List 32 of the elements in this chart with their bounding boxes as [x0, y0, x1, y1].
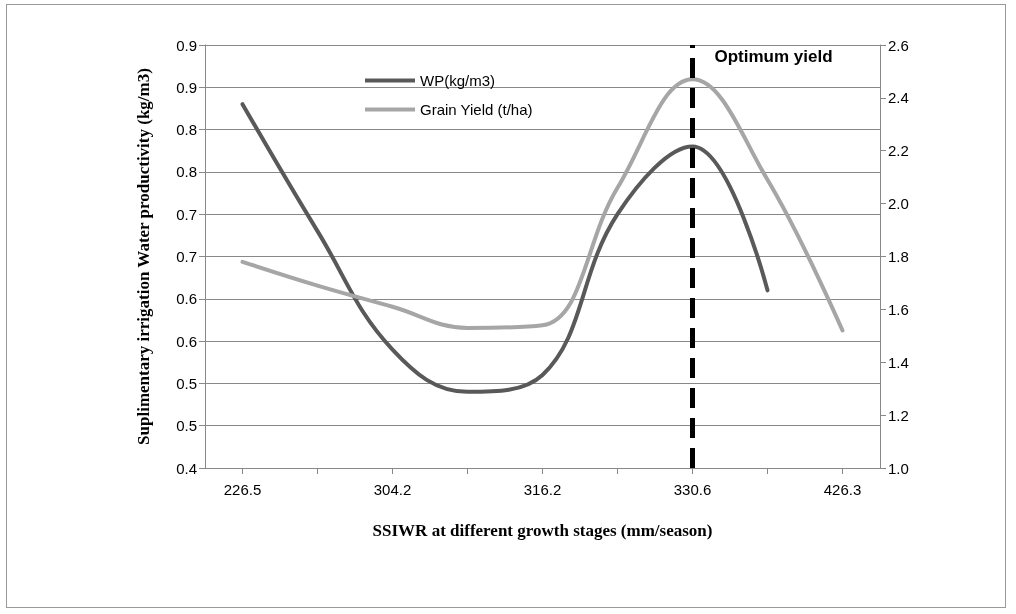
- y2-tick-label: 2.4: [888, 89, 909, 107]
- x-tick-label: 316.2: [523, 481, 562, 498]
- y-tick-label: 0.9: [176, 36, 197, 54]
- y-tick-label: 0.7: [176, 205, 197, 223]
- y2-tick-label: 1.0: [888, 459, 909, 477]
- y2-tick-label: 2.6: [888, 36, 909, 54]
- x-axis-title: SSIWR at different growth stages (mm/season): [372, 521, 713, 540]
- y-tick-label: 0.7: [176, 248, 197, 265]
- x-tick-label: 330.6: [673, 481, 712, 498]
- y-tick-label: 0.6: [176, 332, 197, 350]
- x-tick-label: 304.2: [373, 481, 412, 498]
- ref-line-label: Optimum yield: [714, 47, 833, 66]
- y-tick-label: 0.5: [176, 417, 197, 435]
- x-tick-label: 426.3: [823, 481, 862, 498]
- y-tick-label: 0.8: [176, 121, 197, 139]
- line-series: [240, 77, 845, 333]
- y-tick-label: 0.4: [176, 459, 197, 477]
- y2-tick-label: 1.4: [888, 353, 909, 371]
- line-series: [240, 102, 770, 394]
- y-tick-label: 0.6: [176, 290, 197, 308]
- y-axis-title: Suplimentary irrigation Water productivity (kg/m3): [133, 68, 153, 445]
- y2-tick-label: 1.6: [888, 300, 909, 318]
- x-tick-label: 226.5: [223, 481, 262, 498]
- y2-tick-label: 2.2: [888, 142, 909, 160]
- y2-tick-label: 1.8: [888, 248, 909, 265]
- y-tick-label: 0.5: [176, 374, 197, 392]
- y2-tick-label: 2.0: [888, 195, 909, 213]
- legend-label: Grain Yield (t/ha): [420, 101, 533, 118]
- legend-label: WP(kg/m3): [420, 72, 495, 89]
- y-tick-label: 0.9: [176, 78, 197, 96]
- y-tick-label: 0.8: [176, 163, 197, 181]
- y2-tick-label: 1.2: [888, 406, 909, 424]
